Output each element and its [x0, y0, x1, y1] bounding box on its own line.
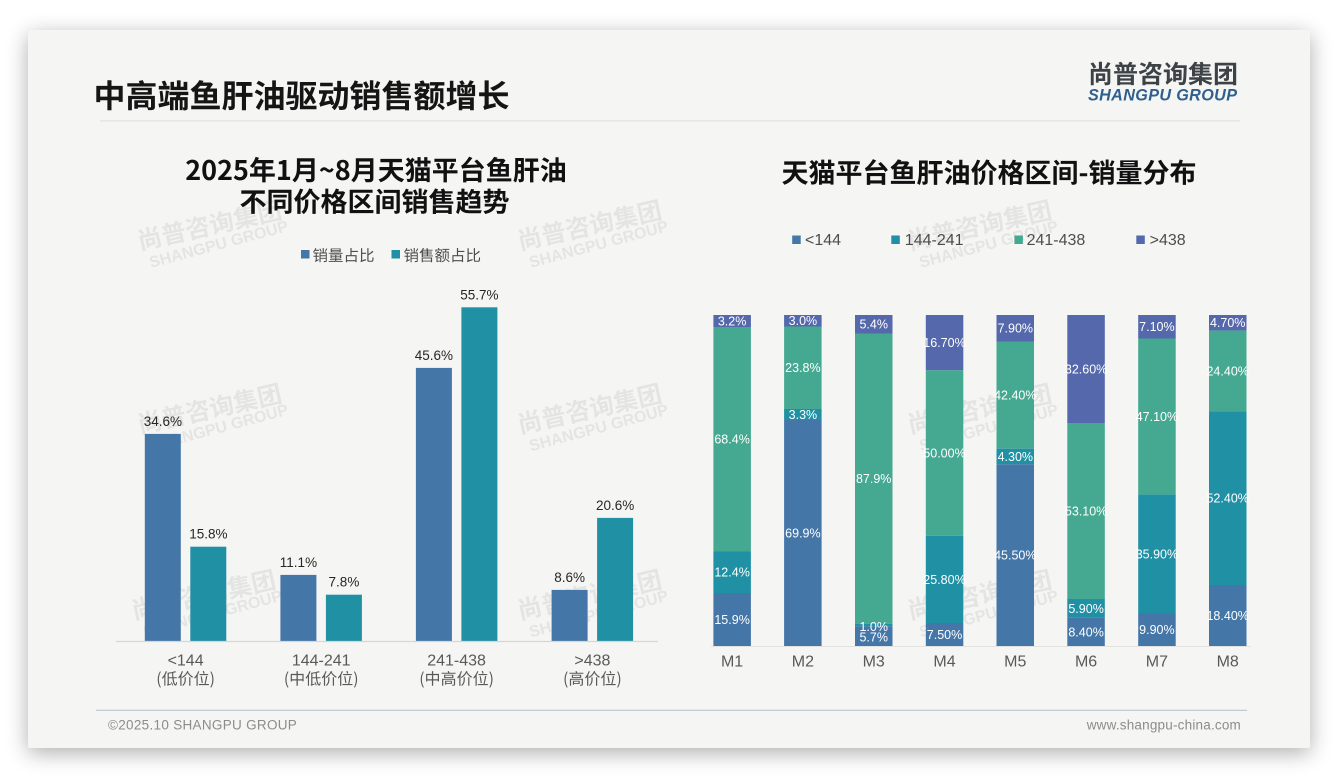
- svg-text:<144: <144: [805, 232, 841, 249]
- svg-text:5.4%: 5.4%: [859, 318, 888, 332]
- svg-text:3.0%: 3.0%: [789, 314, 818, 328]
- svg-text:5.7%: 5.7%: [859, 631, 888, 645]
- svg-text:SHANGPU GROUP: SHANGPU GROUP: [1088, 87, 1237, 105]
- svg-text:©2025.10 SHANGPU GROUP: ©2025.10 SHANGPU GROUP: [108, 718, 297, 733]
- svg-text:11.1%: 11.1%: [280, 555, 317, 570]
- svg-text:1.0%: 1.0%: [859, 620, 888, 634]
- svg-text:M6: M6: [1075, 654, 1097, 671]
- svg-text:4.30%: 4.30%: [998, 450, 1033, 464]
- svg-text:15.8%: 15.8%: [189, 527, 227, 542]
- svg-text:42.40%: 42.40%: [994, 389, 1036, 403]
- svg-text:3.3%: 3.3%: [789, 408, 818, 422]
- svg-text:87.9%: 87.9%: [856, 472, 891, 486]
- svg-text:9.90%: 9.90%: [1139, 623, 1174, 637]
- svg-text:144-241: 144-241: [905, 232, 964, 249]
- svg-text:M3: M3: [863, 654, 885, 671]
- svg-text:M8: M8: [1217, 654, 1239, 671]
- svg-text:50.00%: 50.00%: [923, 446, 965, 460]
- svg-text:15.9%: 15.9%: [714, 613, 749, 627]
- svg-text:25.80%: 25.80%: [923, 573, 965, 587]
- svg-text:3.2%: 3.2%: [718, 314, 747, 328]
- svg-text:12.4%: 12.4%: [714, 566, 749, 580]
- svg-text:M4: M4: [933, 654, 955, 671]
- svg-text:241-438: 241-438: [1027, 232, 1086, 249]
- svg-text:34.6%: 34.6%: [144, 414, 182, 429]
- svg-text:5.90%: 5.90%: [1068, 602, 1103, 616]
- svg-text:47.10%: 47.10%: [1136, 410, 1178, 424]
- svg-text:M1: M1: [721, 654, 743, 671]
- svg-text:18.40%: 18.40%: [1206, 609, 1248, 623]
- svg-text:241-438: 241-438: [427, 653, 486, 670]
- svg-text:7.90%: 7.90%: [998, 322, 1033, 336]
- svg-text:M5: M5: [1004, 654, 1026, 671]
- svg-text:www.shangpu-china.com: www.shangpu-china.com: [1086, 718, 1241, 733]
- svg-text:52.40%: 52.40%: [1206, 492, 1248, 506]
- svg-text:8.6%: 8.6%: [554, 570, 585, 585]
- svg-text:68.4%: 68.4%: [714, 433, 749, 447]
- svg-text:45.50%: 45.50%: [994, 549, 1036, 563]
- svg-text:4.70%: 4.70%: [1210, 316, 1245, 330]
- svg-text:45.6%: 45.6%: [415, 348, 453, 363]
- svg-text:M7: M7: [1146, 654, 1168, 671]
- svg-text:16.70%: 16.70%: [923, 336, 965, 350]
- svg-text:69.9%: 69.9%: [785, 526, 820, 540]
- svg-text:7.8%: 7.8%: [329, 575, 360, 590]
- svg-text:>438: >438: [574, 653, 610, 670]
- svg-text:7.50%: 7.50%: [927, 628, 962, 642]
- svg-text:55.7%: 55.7%: [460, 287, 498, 302]
- svg-text:35.90%: 35.90%: [1136, 547, 1178, 561]
- svg-text:24.40%: 24.40%: [1206, 364, 1248, 378]
- svg-text:<144: <144: [168, 653, 204, 670]
- svg-text:32.60%: 32.60%: [1065, 362, 1107, 376]
- svg-text:20.6%: 20.6%: [596, 498, 634, 513]
- svg-text:23.8%: 23.8%: [785, 361, 820, 375]
- svg-text:53.10%: 53.10%: [1065, 504, 1107, 518]
- svg-text:144-241: 144-241: [292, 653, 351, 670]
- svg-text:M2: M2: [792, 654, 814, 671]
- svg-text:>438: >438: [1150, 232, 1186, 249]
- svg-text:8.40%: 8.40%: [1068, 625, 1103, 639]
- svg-text:7.10%: 7.10%: [1139, 320, 1174, 334]
